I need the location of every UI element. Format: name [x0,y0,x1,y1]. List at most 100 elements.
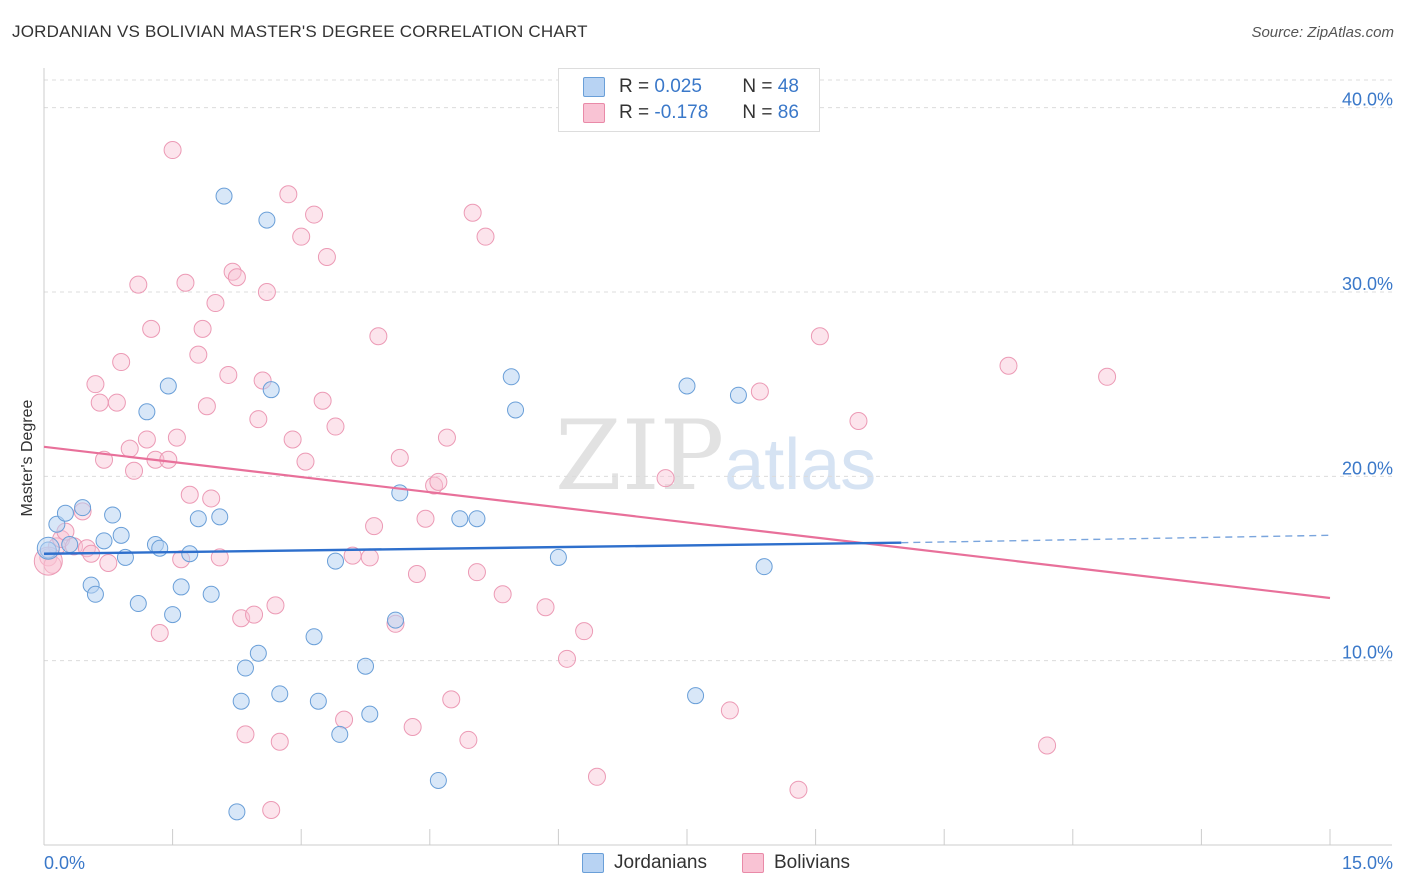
legend-label-bolivians: Bolivians [774,852,851,873]
legend-swatch-pink [742,853,764,873]
point-bolivians [283,430,302,449]
point-bolivians [180,485,199,504]
point-jordanians [429,771,447,789]
point-jordanians [729,386,747,404]
legend-swatch-blue [582,853,604,873]
point-bolivians [849,412,868,431]
point-bolivians [167,428,186,447]
y-tick-label: 20.0% [1342,458,1393,478]
point-bolivians [236,725,255,744]
r-label: R = [619,102,650,123]
r-label: R = [619,76,650,97]
point-jordanians [468,510,486,528]
point-bolivians [210,548,229,567]
x-tick-label-max: 15.0% [1342,853,1393,873]
watermark: ZIPatlas [555,400,876,512]
point-jordanians [151,539,169,557]
point-bolivians [416,509,435,528]
point-jordanians [687,687,705,705]
point-jordanians [262,381,280,399]
point-jordanians [326,552,344,570]
legend-item-bolivians: Bolivians [742,852,850,874]
point-bolivians [86,375,105,394]
point-jordanians [451,510,469,528]
point-jordanians [331,725,349,743]
point-jordanians [202,585,220,603]
point-bolivians [1038,736,1057,755]
point-bolivians [317,247,336,266]
point-jordanians [305,628,323,646]
point-jordanians [549,548,567,566]
point-bolivians [206,294,225,313]
legend-row-jordanians: R = 0.025 N = 48 [583,74,799,100]
point-jordanians [755,558,773,576]
point-bolivians [163,141,182,160]
n-value: 48 [777,76,799,97]
point-bolivians [279,185,298,204]
point-jordanians [228,803,246,821]
point-bolivians [305,205,324,224]
point-bolivians [129,275,148,294]
point-bolivians [557,649,576,668]
point-bolivians [227,268,246,287]
point-jordanians [164,606,182,624]
point-bolivians [587,767,606,786]
point-jordanians-large [36,536,60,560]
chart-title: JORDANIAN VS BOLIVIAN MASTER'S DEGREE CO… [12,22,588,41]
tick-labels: 10.0% 20.0% 30.0% 40.0% 0.0% 15.0% [44,90,1393,873]
point-bolivians [120,439,139,458]
point-jordanians [361,705,379,723]
point-bolivians [202,489,221,508]
point-jordanians [309,692,327,710]
point-bolivians [245,605,264,624]
trend-lines [43,445,1331,600]
point-jordanians [502,368,520,386]
point-bolivians [575,622,594,641]
point-bolivians [403,718,422,737]
point-bolivians [176,273,195,292]
point-jordanians [258,211,276,229]
point-jordanians [189,510,207,528]
point-jordanians [112,526,130,544]
point-bolivians [335,710,354,729]
point-jordanians [271,685,289,703]
point-bolivians [296,452,315,471]
legend-row-bolivians: R = -0.178 N = 86 [583,100,799,126]
point-jordanians [129,595,147,613]
point-bolivians [150,624,169,643]
n-value: 86 [777,102,799,123]
point-bolivians [999,356,1018,375]
point-bolivians [476,227,495,246]
trend-jordanians [43,541,902,555]
point-bolivians [429,472,448,491]
point-bolivians [463,203,482,222]
point-jordanians [236,659,254,677]
point-bolivians [390,448,409,467]
point-bolivians [365,517,384,536]
point-bolivians [90,393,109,412]
point-bolivians [193,319,212,338]
point-bolivians [107,393,126,412]
trend-jordanians-extension [901,534,1331,544]
watermark-atlas: atlas [724,425,877,505]
point-bolivians [292,227,311,246]
r-value: 0.025 [654,76,702,97]
point-jordanians [232,692,250,710]
point-bolivians [270,732,289,751]
point-bolivians [313,391,332,410]
stats-legend: R = 0.025 N = 48 R = -0.178 N = 86 [558,68,820,132]
point-jordanians [507,401,525,419]
y-tick-label: 30.0% [1342,274,1393,294]
point-jordanians [181,545,199,563]
series-bolivians [33,141,1117,819]
point-bolivians [249,410,268,429]
trend-bolivians [43,445,1331,600]
point-bolivians [750,382,769,401]
point-bolivians [142,319,161,338]
source-label: Source: ZipAtlas.com [1251,24,1394,41]
point-jordanians [357,657,374,675]
point-bolivians [442,690,461,709]
point-bolivians [369,327,388,346]
legend-swatch-blue [583,77,605,97]
